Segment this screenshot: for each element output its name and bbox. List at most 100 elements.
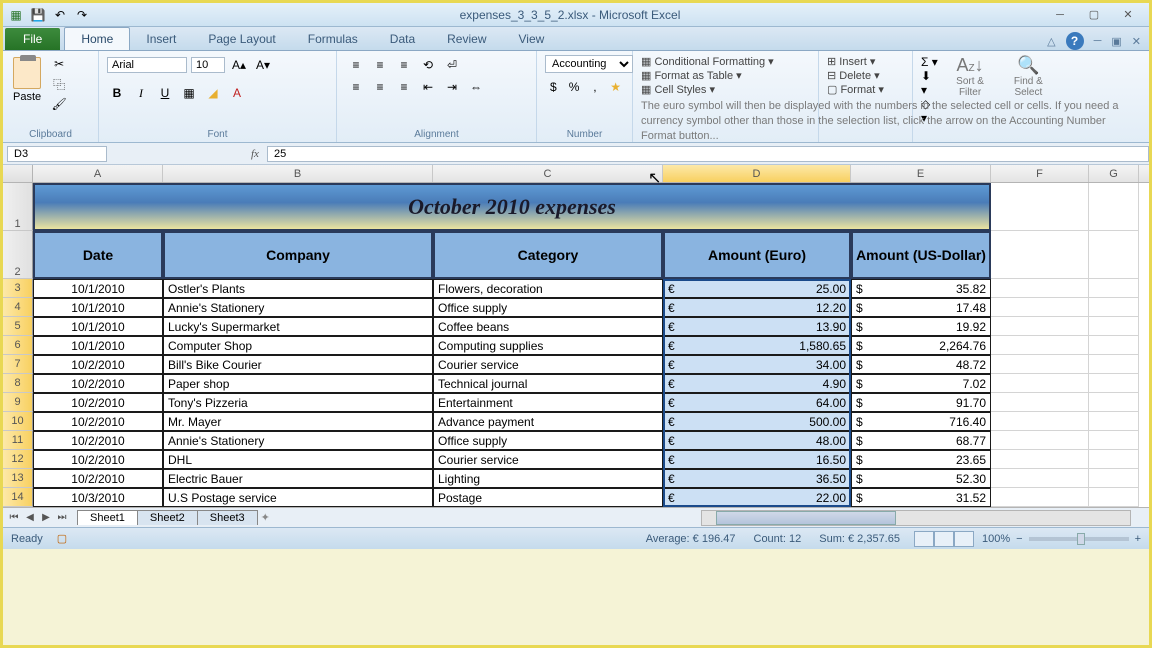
cell-company[interactable]: Annie's Stationery <box>163 298 433 317</box>
cell-date[interactable]: 10/1/2010 <box>33 298 163 317</box>
cell-styles-button[interactable]: ▦ Cell Styles ▾ <box>641 83 810 96</box>
cell-category[interactable]: Advance payment <box>433 412 663 431</box>
cell-date[interactable]: 10/3/2010 <box>33 488 163 507</box>
cell-company[interactable]: Lucky's Supermarket <box>163 317 433 336</box>
align-right-icon[interactable]: ≡ <box>393 77 415 97</box>
cell-date[interactable]: 10/2/2010 <box>33 412 163 431</box>
cell-company[interactable]: Computer Shop <box>163 336 433 355</box>
cell-company[interactable]: Mr. Mayer <box>163 412 433 431</box>
cell-euro[interactable]: €36.50 <box>663 469 851 488</box>
cell-usd[interactable]: $2,264.76 <box>851 336 991 355</box>
insert-cells-button[interactable]: ⊞ Insert ▾ <box>827 55 904 68</box>
header-amount-euro[interactable]: Amount (Euro) <box>663 231 851 279</box>
cell-category[interactable]: Technical journal <box>433 374 663 393</box>
delete-cells-button[interactable]: ⊟ Delete ▾ <box>827 69 904 82</box>
file-tab[interactable]: File <box>5 28 60 50</box>
new-sheet-icon[interactable]: ✦ <box>261 511 270 524</box>
maximize-button[interactable]: ▢ <box>1083 8 1105 22</box>
formula-bar[interactable] <box>267 146 1149 162</box>
row-header[interactable]: 14 <box>3 488 33 507</box>
percent-icon[interactable]: % <box>566 77 583 97</box>
align-left-icon[interactable]: ≡ <box>345 77 367 97</box>
window-minimize-icon[interactable]: ─ <box>1094 35 1102 47</box>
row-header[interactable]: 10 <box>3 412 33 431</box>
row-header[interactable]: 8 <box>3 374 33 393</box>
cell-date[interactable]: 10/1/2010 <box>33 279 163 298</box>
row-header[interactable]: 6 <box>3 336 33 355</box>
cell-date[interactable]: 10/2/2010 <box>33 431 163 450</box>
format-as-table-button[interactable]: ▦ Format as Table ▾ <box>641 69 810 82</box>
cell-category[interactable]: Courier service <box>433 355 663 374</box>
row-header[interactable]: 11 <box>3 431 33 450</box>
font-size-select[interactable] <box>191 57 225 73</box>
tab-data[interactable]: Data <box>374 28 431 50</box>
col-header-g[interactable]: G <box>1089 165 1139 182</box>
tab-home[interactable]: Home <box>64 27 130 50</box>
view-layout-icon[interactable] <box>934 531 954 547</box>
cell-usd[interactable]: $17.48 <box>851 298 991 317</box>
format-cells-button[interactable]: ▢ Format ▾ <box>827 83 904 96</box>
cell-date[interactable]: 10/2/2010 <box>33 393 163 412</box>
align-center-icon[interactable]: ≡ <box>369 77 391 97</box>
cell-usd[interactable]: $716.40 <box>851 412 991 431</box>
sum-icon[interactable]: Σ ▾ <box>921 55 938 69</box>
redo-icon[interactable]: ↷ <box>73 6 91 24</box>
cell-usd[interactable]: $19.92 <box>851 317 991 336</box>
row-header[interactable]: 13 <box>3 469 33 488</box>
comma-icon[interactable]: , <box>587 77 604 97</box>
cell-category[interactable]: Entertainment <box>433 393 663 412</box>
minimize-button[interactable]: ─ <box>1049 8 1071 22</box>
cell-date[interactable]: 10/2/2010 <box>33 374 163 393</box>
align-bottom-icon[interactable]: ≡ <box>393 55 415 75</box>
cell-category[interactable]: Postage <box>433 488 663 507</box>
window-restore-icon[interactable]: ▣ <box>1111 35 1121 48</box>
zoom-slider[interactable] <box>1029 537 1129 541</box>
row-header[interactable]: 4 <box>3 298 33 317</box>
cell-date[interactable]: 10/1/2010 <box>33 336 163 355</box>
sheet-tab-3[interactable]: Sheet3 <box>197 510 258 525</box>
cell-company[interactable]: U.S Postage service <box>163 488 433 507</box>
cell-euro[interactable]: €4.90 <box>663 374 851 393</box>
sort-filter-button[interactable]: AZ↓ Sort & Filter <box>946 55 993 98</box>
paste-button[interactable]: Paste <box>11 55 43 105</box>
cell-euro[interactable]: €500.00 <box>663 412 851 431</box>
row-header[interactable]: 9 <box>3 393 33 412</box>
cell-euro[interactable]: €1,580.65 <box>663 336 851 355</box>
undo-icon[interactable]: ↶ <box>51 6 69 24</box>
merge-center-icon[interactable]: ⇔ <box>465 77 487 97</box>
window-close-icon[interactable]: ✕ <box>1132 35 1141 48</box>
sheet-title[interactable]: October 2010 expenses <box>33 183 991 231</box>
cell-usd[interactable]: $52.30 <box>851 469 991 488</box>
col-header-d[interactable]: D <box>663 165 851 182</box>
zoom-in-icon[interactable]: + <box>1135 533 1141 545</box>
cell-company[interactable]: Tony's Pizzeria <box>163 393 433 412</box>
underline-button[interactable]: U <box>155 83 175 103</box>
col-header-e[interactable]: E <box>851 165 991 182</box>
row-header-1[interactable]: 1 <box>3 183 33 231</box>
tab-page-layout[interactable]: Page Layout <box>192 28 291 50</box>
macro-record-icon[interactable]: ▢ <box>57 532 67 545</box>
bold-button[interactable]: B <box>107 83 127 103</box>
cell-usd[interactable]: $68.77 <box>851 431 991 450</box>
cell-category[interactable]: Lighting <box>433 469 663 488</box>
grow-font-icon[interactable]: A▴ <box>229 55 249 75</box>
cell-usd[interactable]: $23.65 <box>851 450 991 469</box>
cell-euro[interactable]: €12.20 <box>663 298 851 317</box>
star-icon[interactable]: ★ <box>607 77 624 97</box>
zoom-out-icon[interactable]: − <box>1016 533 1022 545</box>
view-pagebreak-icon[interactable] <box>954 531 974 547</box>
find-select-button[interactable]: 🔍 Find & Select <box>1002 55 1055 98</box>
cell-usd[interactable]: $91.70 <box>851 393 991 412</box>
row-header[interactable]: 12 <box>3 450 33 469</box>
row-header[interactable]: 3 <box>3 279 33 298</box>
cell-euro[interactable]: €64.00 <box>663 393 851 412</box>
minimize-ribbon-icon[interactable]: △ <box>1047 35 1055 48</box>
fill-color-button[interactable]: ◢ <box>203 83 223 103</box>
excel-icon[interactable]: ▦ <box>7 6 25 24</box>
zoom-level[interactable]: 100% <box>982 533 1010 545</box>
tab-formulas[interactable]: Formulas <box>292 28 374 50</box>
tab-nav-first-icon[interactable]: ⏮ <box>7 512 21 523</box>
help-icon[interactable]: ? <box>1066 32 1084 50</box>
border-button[interactable]: ▦ <box>179 83 199 103</box>
font-name-select[interactable] <box>107 57 187 73</box>
